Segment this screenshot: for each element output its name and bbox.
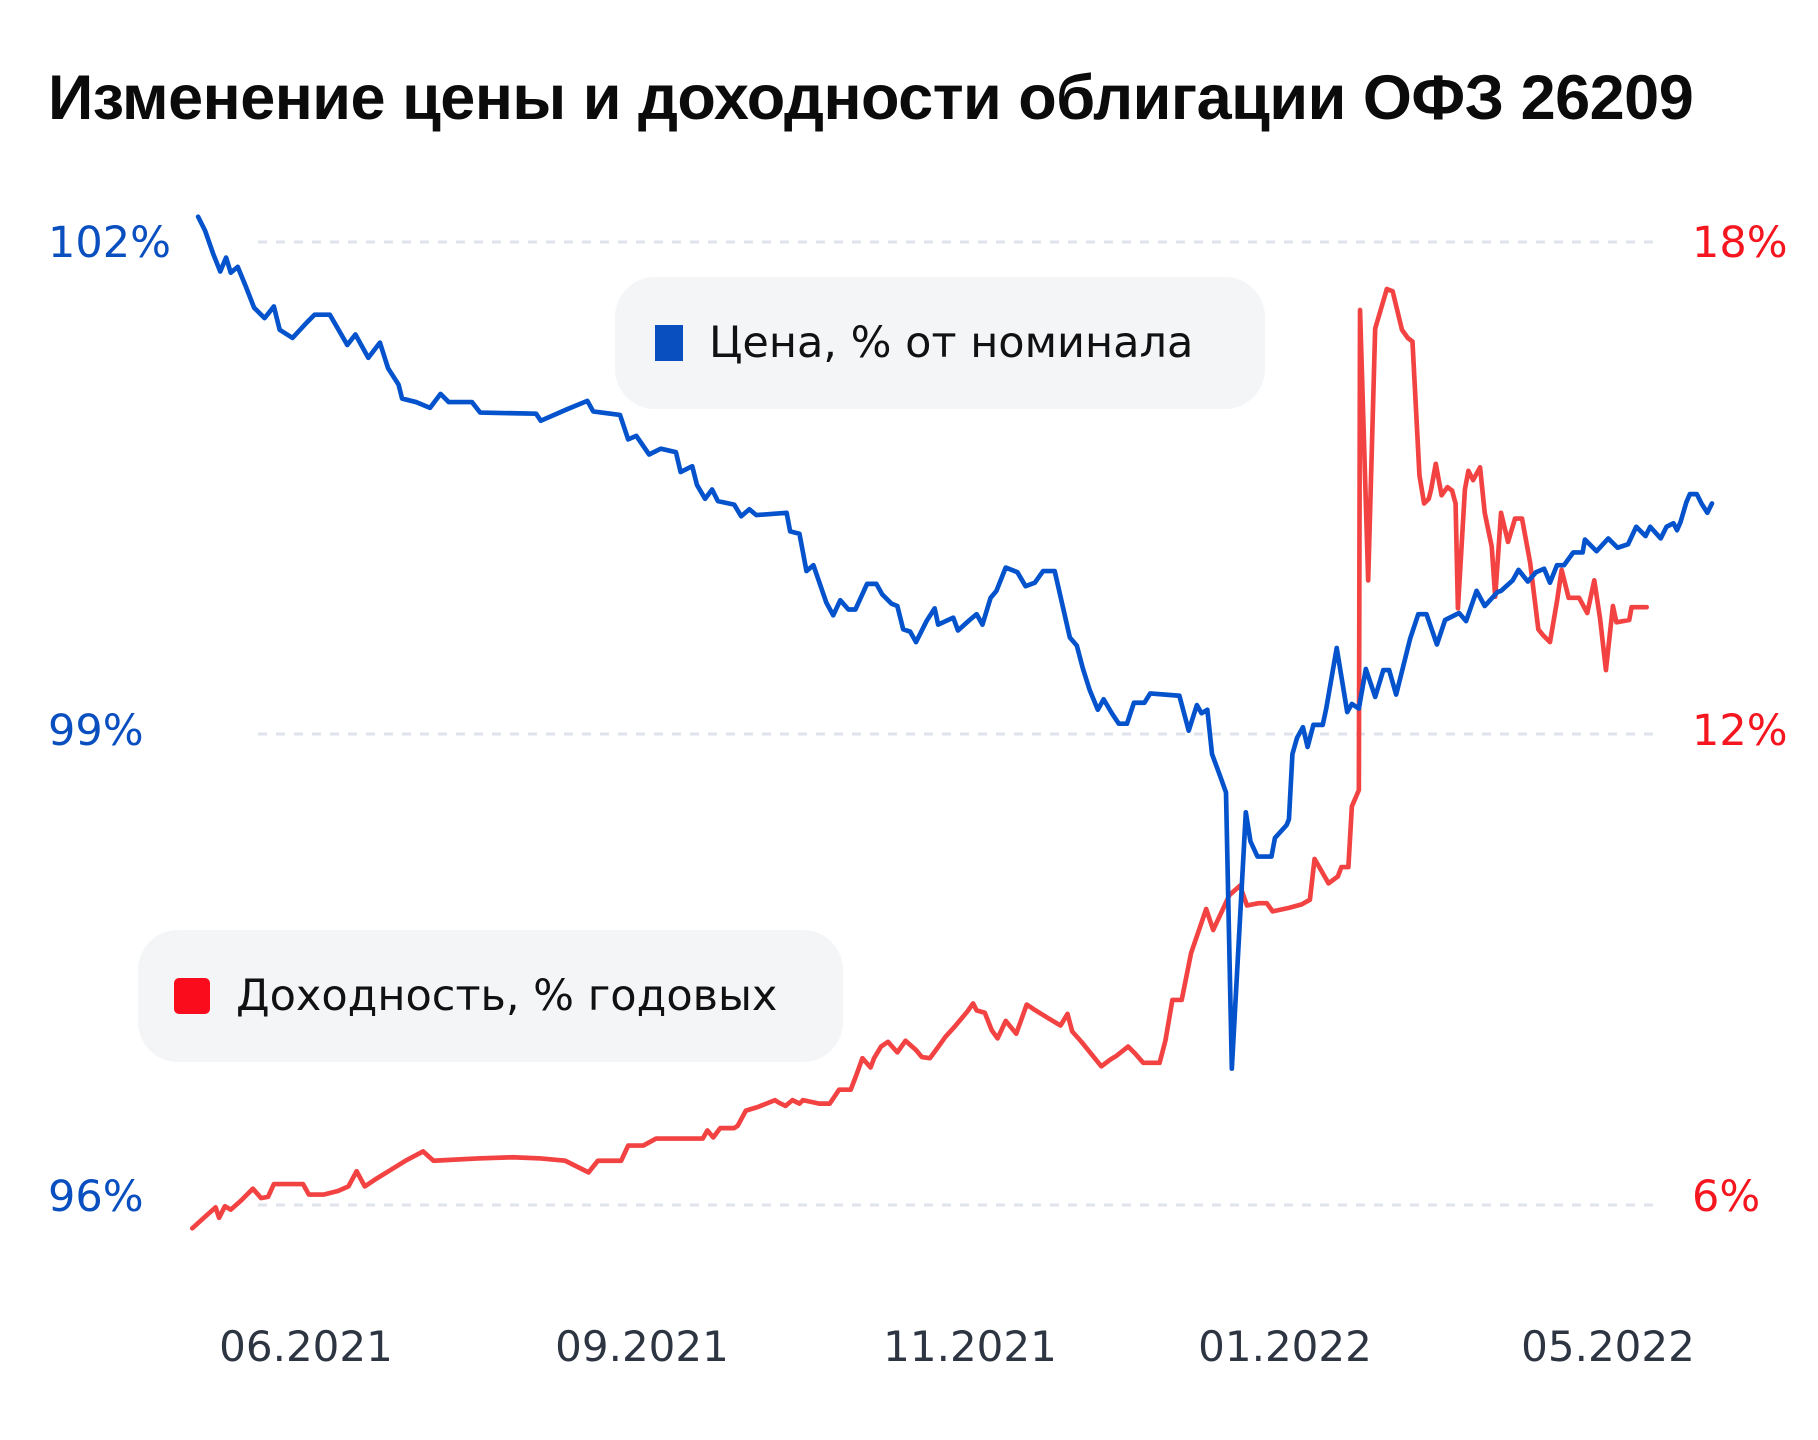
x-tick-06-2021: 06.2021 xyxy=(219,1322,393,1371)
left-tick-99: 99% xyxy=(48,706,144,756)
x-tick-11-2021: 11.2021 xyxy=(883,1322,1057,1371)
x-tick-05-2022: 05.2022 xyxy=(1521,1322,1695,1371)
left-tick-102: 102% xyxy=(48,218,171,268)
legend-price: Цена, % от номинала xyxy=(615,277,1265,409)
yield-swatch-icon xyxy=(174,978,210,1014)
legend-yield-label: Доходность, % годовых xyxy=(236,971,778,1021)
legend-price-label: Цена, % от номинала xyxy=(709,318,1194,368)
gridlines xyxy=(258,240,1662,1207)
yield-line xyxy=(189,286,1650,1231)
right-tick-6: 6% xyxy=(1692,1172,1761,1222)
chart-title: Изменение цены и доходности облигации ОФ… xyxy=(48,63,1694,133)
legend-yield: Доходность, % годовых xyxy=(138,930,843,1062)
x-tick-01-2022: 01.2022 xyxy=(1198,1322,1372,1371)
right-tick-12: 12% xyxy=(1692,706,1788,756)
price-swatch-icon xyxy=(655,325,683,361)
right-tick-18: 18% xyxy=(1692,218,1788,268)
x-tick-09-2021: 09.2021 xyxy=(555,1322,729,1371)
price-line xyxy=(195,214,1715,1072)
left-tick-96: 96% xyxy=(48,1172,144,1222)
